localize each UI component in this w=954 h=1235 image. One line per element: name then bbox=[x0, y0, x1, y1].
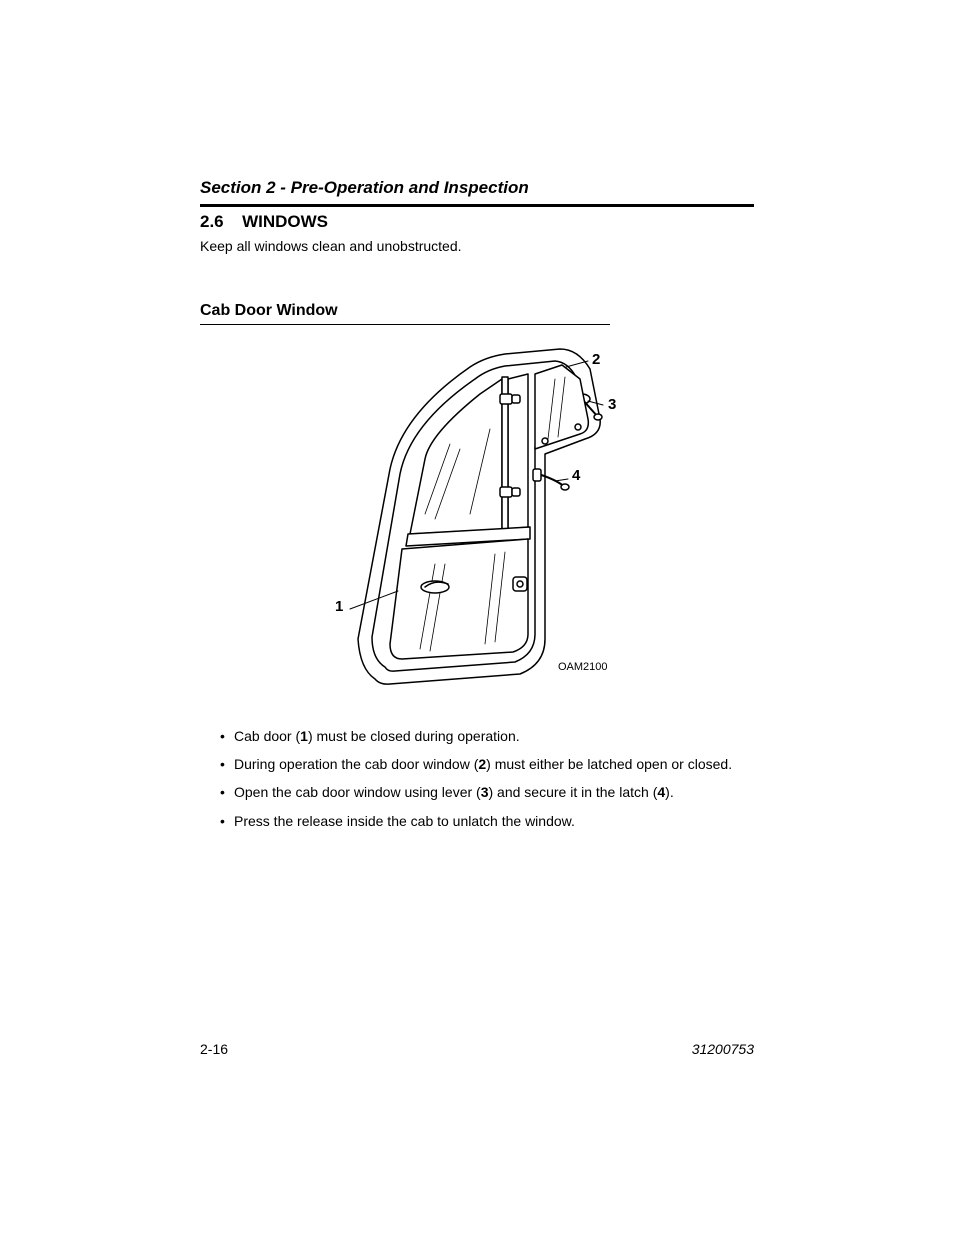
bullet-text: ) must either be latched open or closed. bbox=[486, 756, 732, 772]
figure-container: 1 2 3 4 OAM2100 bbox=[200, 339, 754, 719]
bullet-list: Cab door (1) must be closed during opera… bbox=[200, 727, 754, 830]
list-item: Press the release inside the cab to unla… bbox=[220, 812, 754, 830]
callout-4: 4 bbox=[572, 467, 580, 484]
page-content: Section 2 - Pre-Operation and Inspection… bbox=[0, 0, 954, 830]
subheading: Cab Door Window bbox=[200, 302, 754, 320]
bullet-text: ) must be closed during operation. bbox=[308, 728, 520, 744]
bullet-bold: 2 bbox=[478, 756, 486, 772]
callout-1: 1 bbox=[335, 598, 343, 615]
cab-door-diagram bbox=[330, 339, 630, 699]
heading-title: WINDOWS bbox=[242, 212, 328, 232]
list-item: During operation the cab door window (2)… bbox=[220, 755, 754, 773]
figure-id-label: OAM2100 bbox=[558, 661, 608, 673]
callout-3: 3 bbox=[608, 396, 616, 413]
heading-number: 2.6 bbox=[200, 212, 224, 232]
bullet-bold: 3 bbox=[481, 784, 489, 800]
bullet-bold: 1 bbox=[300, 728, 308, 744]
bullet-bold: 4 bbox=[657, 784, 665, 800]
bullet-text: ). bbox=[665, 784, 674, 800]
bullet-text: During operation the cab door window ( bbox=[234, 756, 478, 772]
bullet-text: Press the release inside the cab to unla… bbox=[234, 813, 575, 829]
section-rule bbox=[200, 204, 754, 207]
footer-doc-number: 31200753 bbox=[692, 1041, 754, 1057]
footer-page-number: 2-16 bbox=[200, 1041, 228, 1057]
list-item: Open the cab door window using lever (3)… bbox=[220, 783, 754, 801]
bullet-text: Open the cab door window using lever ( bbox=[234, 784, 481, 800]
callout-2: 2 bbox=[592, 351, 600, 368]
subheading-rule bbox=[200, 324, 610, 325]
section-header: Section 2 - Pre-Operation and Inspection bbox=[200, 178, 754, 198]
bullet-text: ) and secure it in the latch ( bbox=[489, 784, 658, 800]
bullet-text: Cab door ( bbox=[234, 728, 300, 744]
list-item: Cab door (1) must be closed during opera… bbox=[220, 727, 754, 745]
page-footer: 2-16 31200753 bbox=[200, 1041, 754, 1057]
intro-text: Keep all windows clean and unobstructed. bbox=[200, 238, 754, 254]
heading-row: 2.6 WINDOWS bbox=[200, 212, 754, 232]
